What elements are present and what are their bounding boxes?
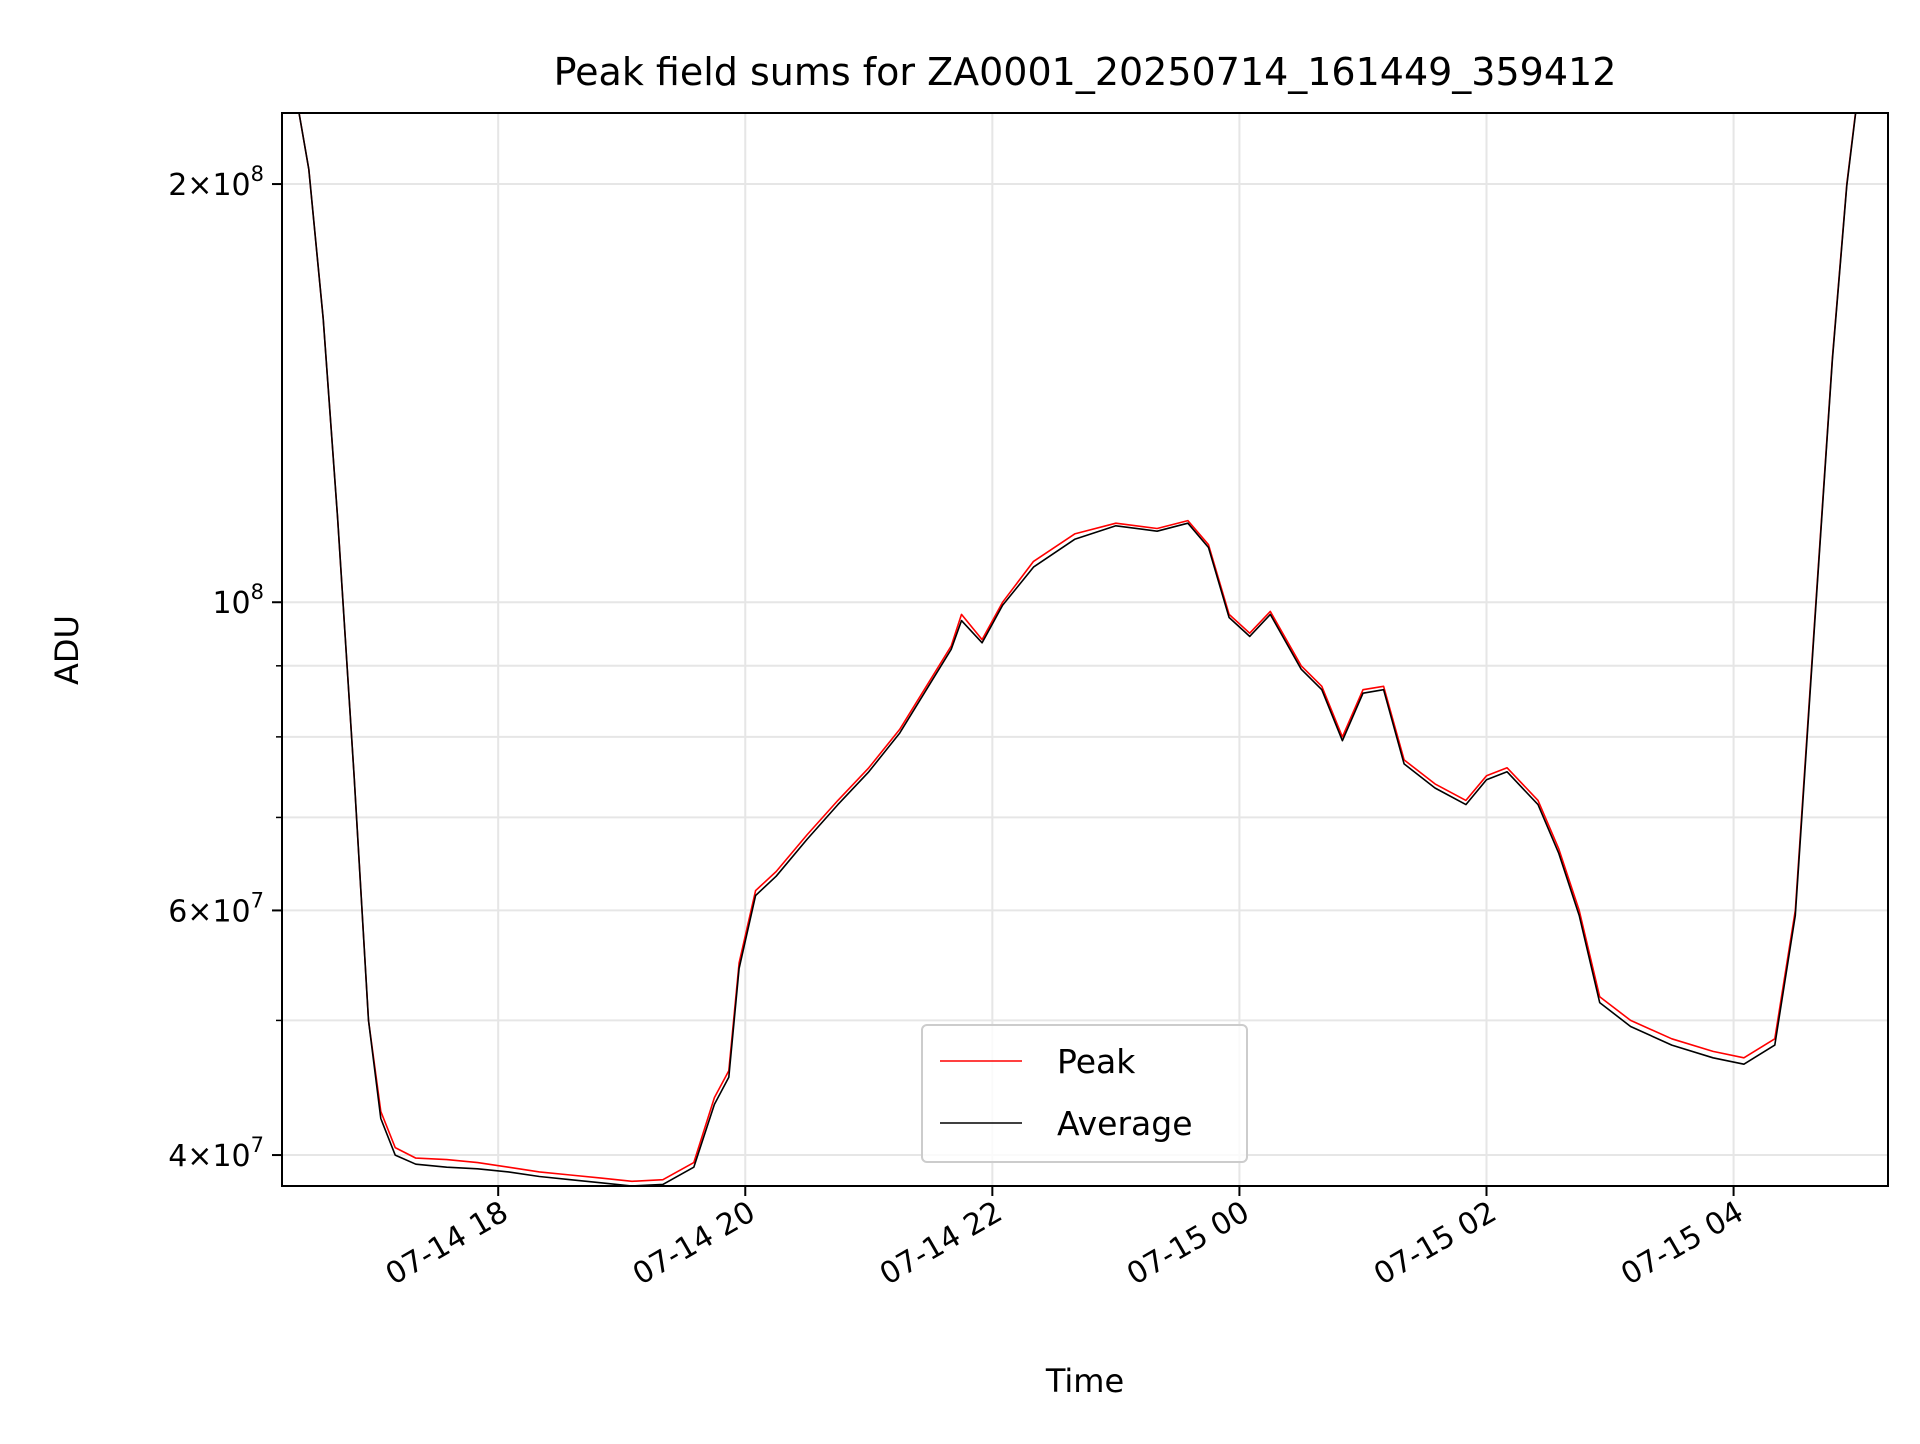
series-layer xyxy=(298,113,1857,1186)
chart-title: Peak field sums for ZA0001_20250714_1614… xyxy=(554,50,1617,94)
y-tick-label: 4×107 xyxy=(168,1133,264,1174)
legend-peak-label: Peak xyxy=(1057,1042,1136,1081)
legend-box xyxy=(921,1024,1248,1163)
series-line-peak xyxy=(298,113,1857,1183)
y-axis-ticks: 4×107 6×107 108 2×108 xyxy=(168,162,282,1174)
y-tick-label: 6×107 xyxy=(168,888,264,929)
plot-frame xyxy=(281,112,1889,1187)
grid-lines xyxy=(282,113,1888,1186)
legend: Peak Average xyxy=(921,1024,1248,1163)
x-axis-label: Time xyxy=(1045,1362,1124,1400)
y-tick-label: 2×108 xyxy=(168,162,264,203)
legend-average-label: Average xyxy=(1057,1104,1193,1143)
y-axis-label: ADU xyxy=(48,615,86,685)
y-tick-label: 108 xyxy=(212,580,264,621)
series-line-average xyxy=(298,113,1857,1186)
